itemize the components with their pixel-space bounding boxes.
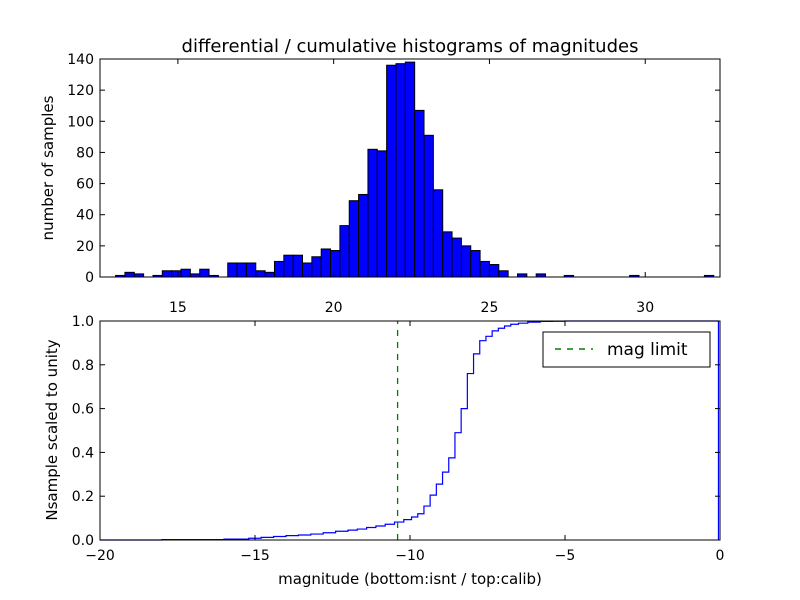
histogram-bar <box>264 271 275 278</box>
histogram-axes: differential / cumulative histograms of … <box>39 36 721 316</box>
cumulative-y-tick-label: 0.6 <box>72 402 94 418</box>
cumulative-x-tick-label: 0 <box>716 548 725 564</box>
histogram-bar <box>302 262 313 278</box>
histogram-y-tick-label: 60 <box>76 177 94 193</box>
histogram-bar <box>124 271 135 278</box>
histogram-y-tick-label: 140 <box>67 52 94 68</box>
histogram-bar <box>488 264 500 278</box>
histogram-bar <box>442 231 453 278</box>
histogram-x-tick-label: 30 <box>636 300 654 316</box>
histogram-bar <box>292 254 304 278</box>
histogram-bar <box>470 250 481 278</box>
histogram-y-tick-label: 40 <box>76 208 94 224</box>
histogram-bar <box>358 193 369 278</box>
histogram-bar <box>171 270 182 278</box>
histogram-bar <box>311 256 322 278</box>
cumulative-x-tick-label: −20 <box>85 548 115 564</box>
histogram-bar <box>451 237 462 278</box>
cumulative-y-tick-label: 0.8 <box>72 358 94 374</box>
histogram-x-tick-label: 15 <box>169 300 187 316</box>
cumulative-lines <box>100 320 720 541</box>
cumulative-y-tick-label: 0.4 <box>72 445 94 461</box>
cumulative-ticks: −20 −15 −10 −5 0 0.0 0.2 0.4 0.6 0.8 1.0 <box>72 314 725 564</box>
histogram-bar <box>339 225 350 278</box>
cumulative-y-tick-label: 1.0 <box>72 314 94 330</box>
histogram-bar <box>255 270 266 278</box>
cumulative-step-line <box>100 320 719 541</box>
histogram-bar <box>460 245 472 278</box>
histogram-bar <box>199 268 210 278</box>
histogram-bar <box>330 250 341 278</box>
histogram-bar <box>367 148 378 278</box>
histogram-bar <box>404 61 416 278</box>
cumulative-frame <box>99 320 721 541</box>
histogram-x-tick-label: 20 <box>325 300 343 316</box>
cumulative-y-tick-label: 0.2 <box>72 489 94 505</box>
cumulative-y-label: Nsample scaled to unity <box>43 339 61 520</box>
histogram-bar <box>423 134 434 278</box>
histogram-frame <box>99 58 721 278</box>
legend: mag limit <box>542 331 711 368</box>
histogram-y-tick-label: 100 <box>67 114 94 130</box>
histogram-bars <box>115 61 715 278</box>
histogram-bar <box>479 260 490 278</box>
chart-title: differential / cumulative histograms of … <box>182 36 639 57</box>
cumulative-x-tick-label: −15 <box>240 548 270 564</box>
histogram-bar <box>283 254 294 278</box>
histogram-x-tick-label: 25 <box>481 300 499 316</box>
legend-label: mag limit <box>607 340 688 360</box>
histogram-bar <box>376 150 388 278</box>
cumulative-x-tick-label: −5 <box>555 548 576 564</box>
histogram-bar <box>227 262 238 278</box>
histogram-y-tick-label: 0 <box>85 270 94 286</box>
histogram-bar <box>432 189 444 278</box>
histogram-bar <box>498 270 509 278</box>
histogram-bar <box>348 200 360 278</box>
histogram-bar <box>414 109 425 278</box>
histogram-ticks: 15 20 25 30 0 20 40 60 80 100 120 140 <box>67 52 720 316</box>
histogram-bar <box>273 260 285 278</box>
histogram-y-label: number of samples <box>39 95 57 240</box>
histogram-bar <box>161 270 173 278</box>
cumulative-axes: −20 −15 −10 −5 0 0.0 0.2 0.4 0.6 0.8 1.0 magnitude… <box>43 314 724 588</box>
histogram-bar <box>245 262 257 278</box>
cumulative-x-tick-label: −10 <box>395 548 425 564</box>
histogram-y-tick-label: 20 <box>76 239 94 255</box>
cumulative-x-label: magnitude (bottom:isnt / top:calib) <box>278 570 542 588</box>
histogram-bar <box>386 64 397 278</box>
histogram-bar <box>395 63 406 278</box>
histogram-bar <box>320 248 332 278</box>
cumulative-y-tick-label: 0.0 <box>72 533 94 549</box>
histogram-y-tick-label: 120 <box>67 83 94 99</box>
histogram-bar <box>236 262 247 278</box>
histogram-bar <box>180 268 191 278</box>
histogram-y-tick-label: 80 <box>76 145 94 161</box>
